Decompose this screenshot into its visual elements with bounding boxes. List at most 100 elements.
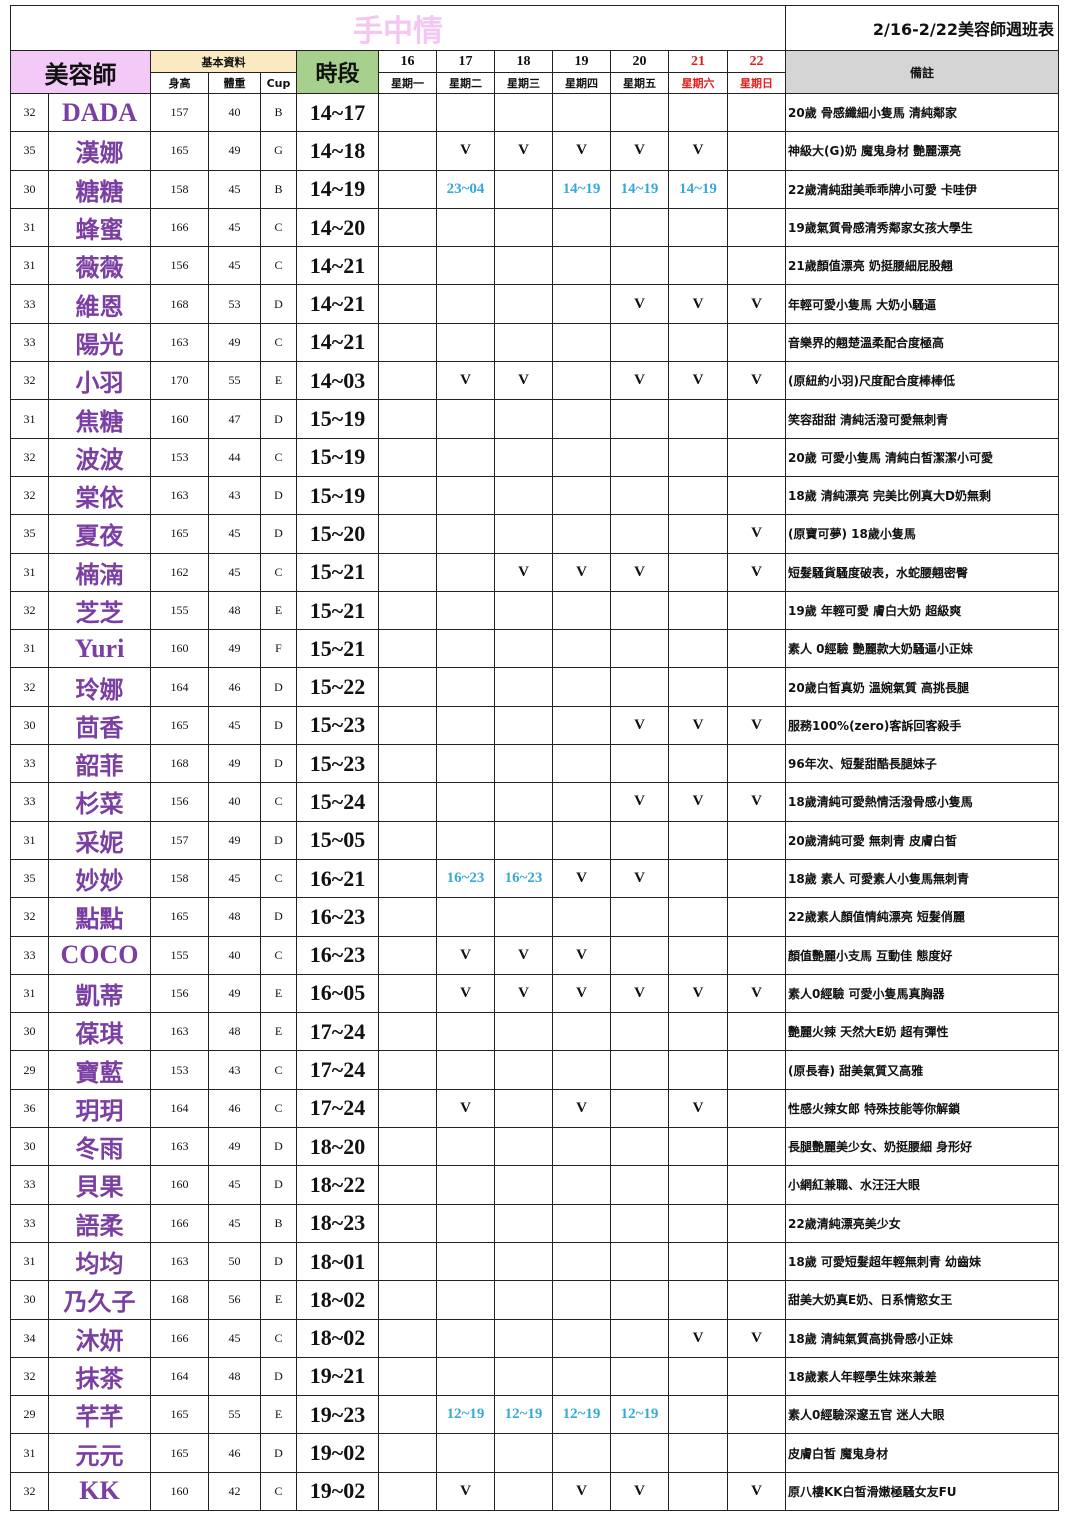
- table-row: 31 楠湳 162 45 C 15~21 V V V V 短髮騷貨騷度破表，水蛇腰翹密臀: [10, 552, 1059, 592]
- age-cell: 30: [10, 705, 49, 746]
- weight-cell: 49: [208, 1127, 261, 1167]
- day-cell: [436, 629, 495, 669]
- weight-cell: 40: [208, 92, 261, 133]
- day-cell: [552, 744, 611, 784]
- height-cell: 156: [150, 973, 209, 1014]
- cup-cell: D: [260, 475, 297, 516]
- day-cell: [552, 322, 611, 363]
- header-weekday: 星期二: [436, 72, 495, 94]
- note-cell: 18歲 清純漂亮 完美比例真大D奶無剩: [785, 475, 1059, 516]
- day-cell: [436, 667, 495, 707]
- time-slot: 15~19: [296, 437, 379, 477]
- note-cell: 甜美大奶真E奶、日系情慾女王: [785, 1280, 1059, 1320]
- note-cell: 18歲 可愛短髮超年輕無刺青 幼齒妹: [785, 1241, 1059, 1282]
- weight-cell: 49: [208, 744, 261, 784]
- day-cell: [668, 1241, 728, 1282]
- day-cell: [610, 1088, 669, 1129]
- day-cell: 14~19: [668, 169, 728, 209]
- time-slot: 14~21: [296, 322, 379, 363]
- day-cell: V: [610, 131, 669, 171]
- note-cell: 20歲 可愛小隻馬 清純白皙潔潔小可愛: [785, 437, 1059, 477]
- day-cell: [378, 1395, 437, 1435]
- day-cell: [436, 552, 495, 592]
- header-weekday: 星期日: [727, 72, 786, 94]
- cup-cell: D: [260, 820, 297, 860]
- day-cell: [727, 1127, 786, 1167]
- weight-cell: 43: [208, 1050, 261, 1090]
- day-cell: [610, 1433, 669, 1473]
- time-slot: 18~23: [296, 1203, 379, 1243]
- day-cell: [727, 897, 786, 937]
- weight-cell: 45: [208, 552, 261, 592]
- cup-cell: B: [260, 92, 297, 133]
- header-date: 16: [378, 50, 437, 73]
- time-slot: 16~21: [296, 858, 379, 899]
- age-cell: 31: [10, 552, 49, 592]
- time-slot: 14~17: [296, 92, 379, 133]
- header-note: 備註: [785, 50, 1059, 94]
- day-cell: [378, 935, 437, 975]
- table-row: 33 陽光 163 49 C 14~21 音樂界的翹楚溫柔配合度極高: [10, 322, 1059, 363]
- day-cell: [610, 1203, 669, 1243]
- day-cell: [727, 131, 786, 171]
- therapist-name: 玲娜: [48, 667, 151, 707]
- day-cell: [494, 1203, 553, 1243]
- day-cell: [610, 514, 669, 554]
- header-date: 21: [668, 50, 728, 73]
- day-cell: [552, 1165, 611, 1205]
- day-cell: V: [494, 361, 553, 401]
- age-cell: 31: [10, 973, 49, 1014]
- day-cell: [436, 246, 495, 286]
- age-cell: 35: [10, 858, 49, 899]
- therapist-name: 冬雨: [48, 1127, 151, 1167]
- day-cell: [668, 1203, 728, 1243]
- day-cell: [668, 1471, 728, 1511]
- day-cell: [494, 437, 553, 477]
- height-cell: 160: [150, 1165, 209, 1205]
- note-cell: 短髮騷貨騷度破表，水蛇腰翹密臀: [785, 552, 1059, 592]
- age-cell: 30: [10, 1280, 49, 1320]
- age-cell: 32: [10, 475, 49, 516]
- weight-cell: 49: [208, 973, 261, 1014]
- day-cell: [552, 590, 611, 631]
- day-cell: V: [727, 782, 786, 822]
- day-cell: [552, 705, 611, 746]
- day-cell: [552, 1356, 611, 1397]
- day-cell: [727, 437, 786, 477]
- day-cell: [668, 1395, 728, 1435]
- time-slot: 15~20: [296, 514, 379, 554]
- header-date: 22: [727, 50, 786, 73]
- therapist-name: 楠湳: [48, 552, 151, 592]
- day-cell: 16~23: [436, 858, 495, 899]
- weight-cell: 48: [208, 590, 261, 631]
- day-cell: [552, 246, 611, 286]
- day-cell: [378, 629, 437, 669]
- table-row: 33 語柔 166 45 B 18~23 22歲清純漂亮美少女: [10, 1203, 1059, 1243]
- day-cell: V: [552, 131, 611, 171]
- day-cell: [727, 1241, 786, 1282]
- height-cell: 166: [150, 1318, 209, 1358]
- day-cell: [494, 629, 553, 669]
- day-cell: [610, 399, 669, 439]
- therapist-name: 寶藍: [48, 1050, 151, 1090]
- time-slot: 15~21: [296, 590, 379, 631]
- day-cell: [436, 514, 495, 554]
- time-slot: 15~22: [296, 667, 379, 707]
- day-cell: [494, 1433, 553, 1473]
- cup-cell: D: [260, 744, 297, 784]
- day-cell: [494, 169, 553, 209]
- therapist-name: 沐妍: [48, 1318, 151, 1358]
- day-cell: [552, 667, 611, 707]
- note-cell: 小網紅兼職、水汪汪大眼: [785, 1165, 1059, 1205]
- day-cell: [668, 1356, 728, 1397]
- height-cell: 163: [150, 322, 209, 363]
- day-cell: [494, 514, 553, 554]
- cup-cell: C: [260, 935, 297, 975]
- day-cell: [610, 1318, 669, 1358]
- day-cell: [436, 284, 495, 324]
- day-cell: [436, 475, 495, 516]
- day-cell: V: [552, 1471, 611, 1511]
- cup-cell: D: [260, 705, 297, 746]
- day-cell: [378, 705, 437, 746]
- note-cell: 顏值艷麗小支馬 互動佳 態度好: [785, 935, 1059, 975]
